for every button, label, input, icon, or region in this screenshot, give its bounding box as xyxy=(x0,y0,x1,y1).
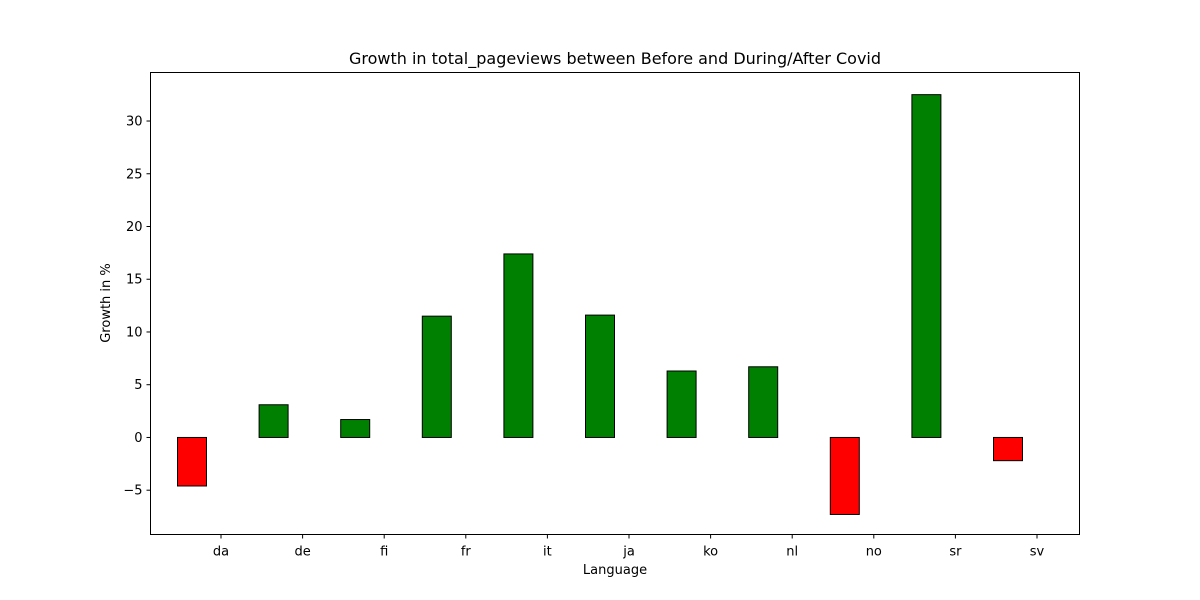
bar-ko xyxy=(666,370,697,438)
y-tick-label-0: 0 xyxy=(134,431,142,446)
bar-no xyxy=(829,436,860,515)
y-tick-label-30: 30 xyxy=(126,115,143,130)
bar-ja xyxy=(585,314,615,438)
y-tick-label-5: 5 xyxy=(134,378,142,393)
bar-nl xyxy=(748,366,779,438)
x-tick-label-de: de xyxy=(294,545,310,560)
bar-fr xyxy=(421,315,452,438)
y-axis-ticks: −5 0 5 10 15 20 25 30 xyxy=(123,115,151,499)
x-tick-label-fr: fr xyxy=(461,545,472,560)
bar-it xyxy=(503,253,534,438)
x-tick-label-fi: fi xyxy=(380,545,388,560)
y-tick-label-10: 10 xyxy=(126,325,143,340)
x-tick-label-nl: nl xyxy=(786,545,798,560)
y-tick-label-25: 25 xyxy=(126,167,143,182)
y-axis-label: Growth in % xyxy=(99,263,114,343)
x-tick-label-sr: sr xyxy=(949,545,962,560)
x-tick-label-da: da xyxy=(213,545,229,560)
x-tick-label-sv: sv xyxy=(1030,545,1045,560)
bar-sv xyxy=(993,436,1023,462)
bar-da xyxy=(177,436,207,487)
y-tick-label-15: 15 xyxy=(126,273,143,288)
chart-title: Growth in total_pageviews between Before… xyxy=(349,49,881,69)
plot-frame xyxy=(150,72,1080,535)
x-tick-label-ko: ko xyxy=(703,545,718,560)
x-axis-ticks: da de fi fr it ja ko nl no sr sv xyxy=(213,534,1045,560)
bar-sr xyxy=(911,94,942,438)
bars-group xyxy=(177,94,1023,515)
bar-de xyxy=(258,404,289,438)
x-tick-label-ja: ja xyxy=(622,545,635,560)
x-tick-label-no: no xyxy=(866,545,882,560)
bar-fi xyxy=(340,419,371,438)
y-tick-label-20: 20 xyxy=(126,220,143,235)
y-tick-label--5: −5 xyxy=(123,484,142,499)
x-axis-label: Language xyxy=(583,563,647,578)
x-tick-label-it: it xyxy=(543,545,552,560)
